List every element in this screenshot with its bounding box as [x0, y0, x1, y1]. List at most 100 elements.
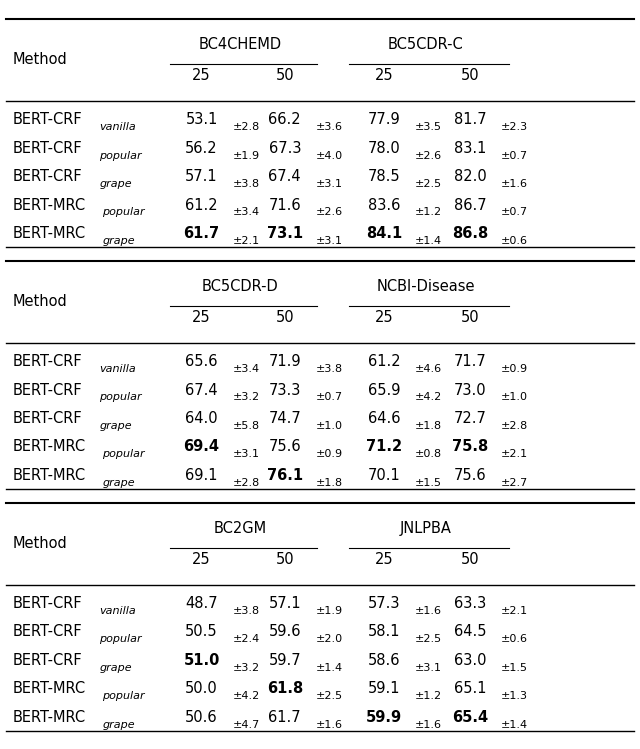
Text: 71.9: 71.9: [269, 354, 301, 369]
Text: ±2.6: ±2.6: [316, 207, 342, 217]
Text: ±3.2: ±3.2: [232, 392, 259, 402]
Text: 65.6: 65.6: [186, 354, 218, 369]
Text: 81.7: 81.7: [454, 112, 486, 127]
Text: 65.9: 65.9: [368, 383, 400, 398]
Text: ±3.8: ±3.8: [232, 606, 259, 616]
Text: 83.1: 83.1: [454, 141, 486, 156]
Text: popular: popular: [99, 634, 142, 644]
Text: 76.1: 76.1: [267, 468, 303, 483]
Text: BERT-CRF: BERT-CRF: [13, 596, 83, 611]
Text: 48.7: 48.7: [186, 596, 218, 611]
Text: BERT-MRC: BERT-MRC: [13, 440, 86, 455]
Text: 65.4: 65.4: [452, 710, 488, 725]
Text: BERT-MRC: BERT-MRC: [13, 198, 86, 213]
Text: 51.0: 51.0: [184, 653, 220, 668]
Text: BERT-CRF: BERT-CRF: [13, 383, 83, 398]
Text: 67.3: 67.3: [269, 141, 301, 156]
Text: Method: Method: [13, 536, 68, 551]
Text: ±2.1: ±2.1: [232, 236, 259, 246]
Text: ±3.1: ±3.1: [316, 179, 342, 189]
Text: BC5CDR-C: BC5CDR-C: [388, 37, 463, 52]
Text: BC4CHEMD: BC4CHEMD: [198, 37, 282, 52]
Text: 53.1: 53.1: [186, 112, 218, 127]
Text: 77.9: 77.9: [367, 112, 401, 127]
Text: ±3.4: ±3.4: [232, 364, 259, 374]
Text: ±4.2: ±4.2: [415, 392, 442, 402]
Text: ±2.1: ±2.1: [501, 449, 528, 459]
Text: 72.7: 72.7: [454, 411, 487, 426]
Text: 73.3: 73.3: [269, 383, 301, 398]
Text: ±1.8: ±1.8: [415, 421, 442, 431]
Text: 50: 50: [461, 310, 480, 325]
Text: 57.1: 57.1: [269, 596, 301, 611]
Text: 63.0: 63.0: [454, 653, 486, 668]
Text: BERT-MRC: BERT-MRC: [13, 226, 86, 241]
Text: ±4.0: ±4.0: [316, 151, 342, 160]
Text: ±3.1: ±3.1: [316, 236, 342, 246]
Text: 63.3: 63.3: [454, 596, 486, 611]
Text: ±2.8: ±2.8: [501, 421, 529, 431]
Text: ±2.5: ±2.5: [415, 179, 442, 189]
Text: grape: grape: [102, 478, 135, 488]
Text: 25: 25: [374, 552, 394, 567]
Text: ±3.8: ±3.8: [232, 179, 259, 189]
Text: ±1.0: ±1.0: [316, 421, 342, 431]
Text: 86.7: 86.7: [454, 198, 486, 213]
Text: 71.7: 71.7: [454, 354, 487, 369]
Text: 64.5: 64.5: [454, 625, 486, 640]
Text: ±1.0: ±1.0: [501, 392, 528, 402]
Text: ±3.1: ±3.1: [415, 663, 442, 673]
Text: ±4.6: ±4.6: [415, 364, 442, 374]
Text: 25: 25: [192, 68, 211, 83]
Text: 66.2: 66.2: [269, 112, 301, 127]
Text: ±1.6: ±1.6: [316, 720, 342, 730]
Text: 61.7: 61.7: [269, 710, 301, 725]
Text: popular: popular: [102, 449, 145, 459]
Text: popular: popular: [102, 207, 145, 217]
Text: ±1.6: ±1.6: [415, 606, 442, 616]
Text: 71.6: 71.6: [269, 198, 301, 213]
Text: 25: 25: [192, 310, 211, 325]
Text: ±0.6: ±0.6: [501, 236, 528, 246]
Text: 57.1: 57.1: [186, 169, 218, 184]
Text: BERT-CRF: BERT-CRF: [13, 112, 83, 127]
Text: ±0.7: ±0.7: [316, 392, 342, 402]
Text: ±1.5: ±1.5: [415, 478, 442, 488]
Text: 78.0: 78.0: [367, 141, 401, 156]
Text: BERT-MRC: BERT-MRC: [13, 710, 86, 725]
Text: ±0.9: ±0.9: [501, 364, 528, 374]
Text: NCBI-Disease: NCBI-Disease: [376, 279, 475, 294]
Text: ±1.6: ±1.6: [501, 179, 528, 189]
Text: ±3.2: ±3.2: [232, 663, 259, 673]
Text: ±3.1: ±3.1: [232, 449, 259, 459]
Text: 71.2: 71.2: [366, 440, 402, 455]
Text: BERT-MRC: BERT-MRC: [13, 682, 86, 697]
Text: ±1.4: ±1.4: [415, 236, 442, 246]
Text: popular: popular: [102, 691, 145, 701]
Text: 59.6: 59.6: [269, 625, 301, 640]
Text: ±2.8: ±2.8: [232, 478, 260, 488]
Text: 50: 50: [461, 552, 480, 567]
Text: 64.6: 64.6: [368, 411, 400, 426]
Text: grape: grape: [102, 720, 135, 730]
Text: 69.4: 69.4: [184, 440, 220, 455]
Text: ±2.1: ±2.1: [501, 606, 528, 616]
Text: 75.8: 75.8: [452, 440, 488, 455]
Text: 65.1: 65.1: [454, 682, 486, 697]
Text: ±2.4: ±2.4: [232, 634, 260, 644]
Text: ±4.7: ±4.7: [232, 720, 260, 730]
Text: grape: grape: [99, 663, 132, 673]
Text: BERT-CRF: BERT-CRF: [13, 411, 83, 426]
Text: 83.6: 83.6: [368, 198, 400, 213]
Text: 73.1: 73.1: [267, 226, 303, 241]
Text: ±2.8: ±2.8: [232, 122, 260, 132]
Text: grape: grape: [102, 236, 135, 246]
Text: 64.0: 64.0: [186, 411, 218, 426]
Text: 50: 50: [461, 68, 480, 83]
Text: 86.8: 86.8: [452, 226, 488, 241]
Text: 25: 25: [374, 68, 394, 83]
Text: ±0.7: ±0.7: [501, 207, 528, 217]
Text: 58.6: 58.6: [368, 653, 400, 668]
Text: ±1.4: ±1.4: [501, 720, 528, 730]
Text: BERT-CRF: BERT-CRF: [13, 169, 83, 184]
